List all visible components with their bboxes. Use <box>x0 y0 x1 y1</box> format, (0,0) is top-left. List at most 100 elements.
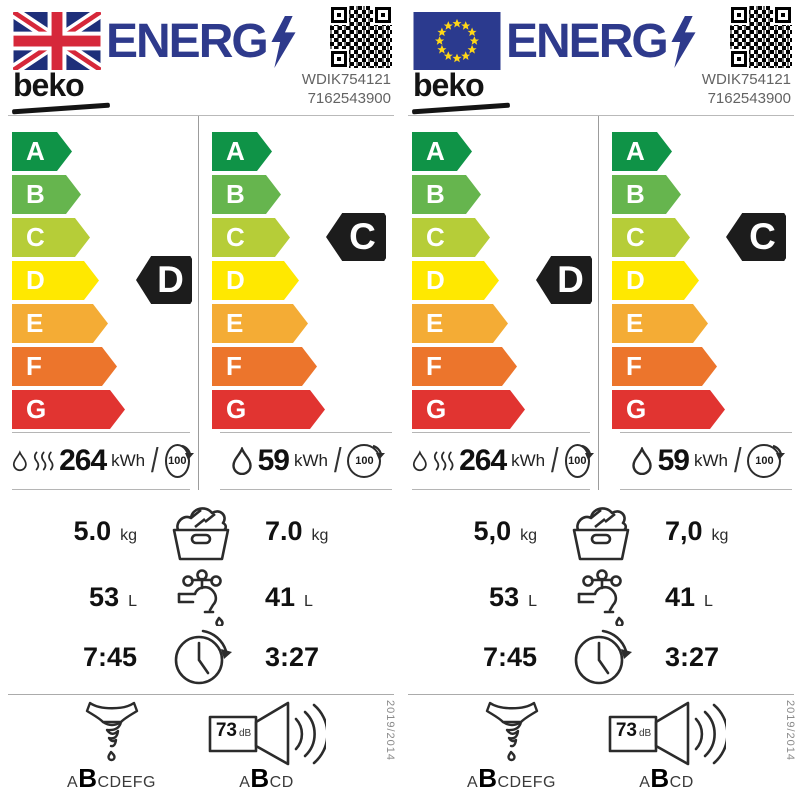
scale-arrow-d: D <box>212 261 299 300</box>
scale-arrow-letter: D <box>626 265 645 295</box>
cycles-count: 100 <box>168 455 187 467</box>
scale-arrow-letter: D <box>226 265 245 295</box>
scale-arrow-letter: C <box>426 222 445 252</box>
scale-arrow-a: A <box>612 132 672 171</box>
scale-arrow-c: C <box>212 218 290 257</box>
cycle-arrow-icon <box>180 444 196 462</box>
scale-arrow-g: G <box>412 390 525 429</box>
class-current: B <box>478 763 498 793</box>
laundry-basket-icon <box>172 507 230 561</box>
regulation-reference: 2019/2014 <box>384 700 396 761</box>
rating-letter: C <box>349 216 376 257</box>
noise-value: 73 <box>215 720 237 741</box>
energy-unit: kWh <box>293 451 328 470</box>
scale-arrow-letter: F <box>26 351 42 381</box>
per-separator: / <box>151 441 159 480</box>
scale-arrow-d: D <box>12 261 99 300</box>
energy-value-full: 264 <box>459 444 507 477</box>
scale-arrow-letter: B <box>26 179 45 209</box>
duration-full-value: 7:45 <box>82 641 137 672</box>
spin-class-scale: ABCDEFG <box>67 764 156 797</box>
beko-logo-underline <box>411 102 511 115</box>
scale-arrow-g: G <box>212 390 325 429</box>
cycle-arrow-icon <box>580 444 596 462</box>
energ-logo: ENERG <box>506 14 696 69</box>
beko-logo: beko <box>13 67 85 103</box>
spin-dry-icon <box>85 701 138 762</box>
capacity-full-value: 5,0 <box>473 515 512 546</box>
per-100-cycles-icon: 100 <box>164 444 196 478</box>
qr-finder-icon <box>775 7 791 23</box>
qr-finder-icon <box>331 7 347 23</box>
lightning-bolt-icon <box>671 16 696 68</box>
per-100-cycles-icon: 100 <box>747 444 787 478</box>
clock-icon <box>174 629 233 685</box>
water-drop-icon <box>12 451 27 472</box>
scale-arrow-d: D <box>612 261 699 300</box>
model-number: WDIK754121 <box>701 71 791 88</box>
cycles-count: 100 <box>568 455 587 467</box>
scale-arrow-f: F <box>412 347 517 386</box>
water-unit: L <box>528 592 537 610</box>
scale-arrow-letter: C <box>26 222 45 252</box>
energy-unit: kWh <box>511 451 546 470</box>
energ-logo-text: ENERG <box>506 15 669 68</box>
class-current: B <box>250 763 270 793</box>
label-header: beko ENERG WDIK754121 7162543900 <box>8 6 394 116</box>
consumption-full-cycle: 264 kWh / 100 <box>412 432 596 490</box>
label-header: beko ENERG WDIK754121 7162543900 <box>408 6 794 116</box>
cycle-arrow-icon <box>372 444 387 462</box>
water-tap-icon <box>177 569 224 626</box>
scale-arrow-letter: A <box>626 136 645 166</box>
scale-arrow-f: F <box>612 347 717 386</box>
section-divider-line <box>408 694 794 695</box>
scale-arrow-letter: C <box>626 222 645 252</box>
heat-waves-icon <box>33 451 54 471</box>
spin-class-group: ABCDEFG <box>34 698 189 797</box>
class-after: CDEFG <box>97 774 156 791</box>
capacity-row: 5.0 kg 7.0 kg <box>8 494 394 568</box>
per-separator: / <box>551 441 559 480</box>
section-divider-line <box>8 694 394 695</box>
spin-class-group: ABCDEFG <box>434 698 589 797</box>
noise-value-box: 73 dB <box>612 720 656 742</box>
energy-unit: kWh <box>111 451 146 470</box>
class-after: CD <box>669 774 694 791</box>
noise-unit: dB <box>238 728 252 739</box>
scale-arrow-letter: G <box>626 394 647 424</box>
scale-arrow-letter: E <box>26 308 44 338</box>
noise-value: 73 <box>615 720 637 741</box>
per-100-cycles-icon: 100 <box>564 444 596 478</box>
water-drop-icon <box>631 447 652 475</box>
product-code: 7162543900 <box>307 90 391 107</box>
scale-arrow-a: A <box>212 132 272 171</box>
scale-arrow-e: E <box>612 304 708 343</box>
capacity-row: 5,0 kg 7,0 kg <box>408 494 794 568</box>
scale-arrow-e: E <box>212 304 308 343</box>
duration-row: 7:45 3:27 <box>8 624 394 690</box>
scale-arrow-letter: B <box>226 179 245 209</box>
scale-arrow-letter: A <box>226 136 245 166</box>
scale-arrow-b: B <box>212 175 281 214</box>
scale-arrow-letter: E <box>626 308 644 338</box>
scale-arrow-letter: B <box>626 179 645 209</box>
beko-logo: beko <box>413 67 485 103</box>
water-drop-icon <box>231 447 252 475</box>
heat-waves-icon <box>433 451 454 471</box>
scale-arrow-letter: G <box>426 394 447 424</box>
scale-arrow-f: F <box>12 347 117 386</box>
per-100-cycles-icon: 100 <box>347 444 387 478</box>
duration-wash-value: 3:27 <box>665 641 720 672</box>
scale-arrow-f: F <box>212 347 317 386</box>
water-full-value: 53 <box>489 581 520 612</box>
duration-full-value: 7:45 <box>482 641 537 672</box>
water-unit: L <box>304 592 313 610</box>
cycles-count: 100 <box>355 455 374 467</box>
noise-class-group: 73 dB ABCD <box>189 698 344 797</box>
lightning-bolt-icon <box>271 16 296 68</box>
cycle-arrow-icon <box>772 444 787 462</box>
rating-indicator-full-cycle: D <box>536 256 592 304</box>
